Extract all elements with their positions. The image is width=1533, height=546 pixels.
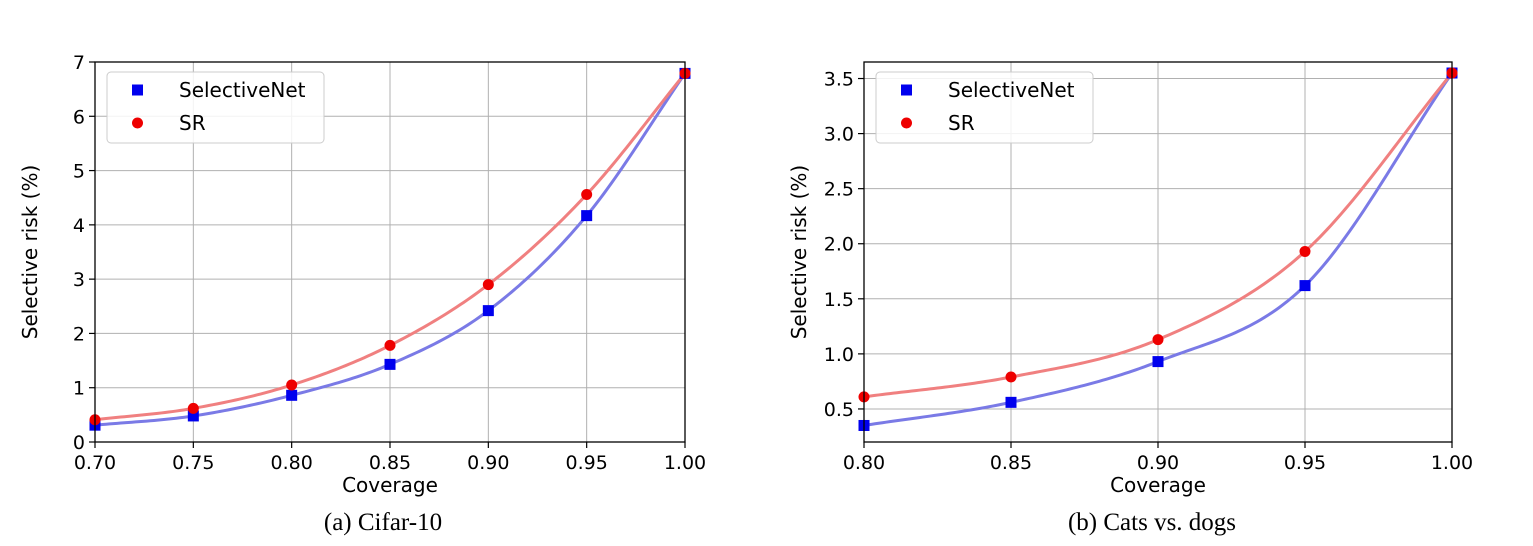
point-selectivenet xyxy=(1005,396,1017,408)
x-tick-label: 0.75 xyxy=(172,452,214,474)
x-tick-label: 0.80 xyxy=(843,452,885,474)
point-sr xyxy=(187,402,199,414)
x-tick-label: 0.90 xyxy=(467,452,509,474)
x-tick-label: 0.90 xyxy=(1137,452,1179,474)
y-tick-label: 4 xyxy=(73,215,85,237)
x-tick-label: 0.80 xyxy=(271,452,313,474)
legend-marker-selectivenet xyxy=(901,84,912,96)
point-selectivenet xyxy=(1299,280,1311,292)
legend-label: SR xyxy=(179,111,206,135)
legend-label: SR xyxy=(948,111,975,135)
y-axis-label: Selective risk (%) xyxy=(18,165,42,340)
x-axis-label: Coverage xyxy=(1110,473,1206,497)
y-tick-label: 1.0 xyxy=(824,344,854,366)
x-tick-label: 0.70 xyxy=(74,452,116,474)
y-tick-label: 6 xyxy=(73,106,85,128)
y-tick-label: 2.5 xyxy=(824,179,854,201)
chart-b: 0.80 0.85 0.90 0.95 1.00 0.5 1.0 1.5 2.0 2.5 3.0 3.… xyxy=(787,61,1473,536)
legend: SelectiveNet SR xyxy=(106,71,325,144)
point-sr xyxy=(384,339,396,351)
y-tick-label: 1.5 xyxy=(824,289,854,311)
legend-marker-selectivenet xyxy=(132,84,143,96)
point-sr xyxy=(581,188,593,200)
point-sr xyxy=(1152,334,1164,346)
point-selectivenet xyxy=(1152,356,1164,368)
y-tick-label: 0 xyxy=(73,432,85,454)
point-selectivenet xyxy=(187,410,199,422)
legend-box xyxy=(106,71,325,144)
x-tick-label: 0.95 xyxy=(1284,452,1326,474)
figure-caption: (a) Cifar-10 xyxy=(324,509,442,536)
y-tick-label: 3.5 xyxy=(824,69,854,91)
legend: SelectiveNet SR xyxy=(875,71,1094,144)
y-tick-label: 0.5 xyxy=(824,399,854,421)
x-tick-label: 0.85 xyxy=(990,452,1032,474)
x-axis-label: Coverage xyxy=(342,473,438,497)
x-tick-label: 0.95 xyxy=(566,452,608,474)
chart-a: 0.70 0.75 0.80 0.85 0.90 0.95 1.00 0 1 2 3 4 5 6 7 Cove… xyxy=(18,52,706,536)
point-sr xyxy=(1299,245,1311,257)
y-axis-label: Selective risk (%) xyxy=(787,165,811,340)
point-selectivenet xyxy=(581,210,593,222)
y-tick-label: 2 xyxy=(73,323,85,345)
y-tick-label: 3 xyxy=(73,269,85,291)
y-tick-label: 7 xyxy=(73,52,85,74)
x-tick-label: 0.85 xyxy=(369,452,411,474)
point-selectivenet xyxy=(286,389,298,401)
point-sr xyxy=(1005,371,1017,383)
legend-label: SelectiveNet xyxy=(948,78,1075,102)
y-tick-label: 5 xyxy=(73,161,85,183)
x-tick-label: 1.00 xyxy=(664,452,706,474)
point-selectivenet xyxy=(482,305,494,317)
point-sr xyxy=(286,379,298,391)
y-tick-label: 1 xyxy=(73,378,85,400)
legend-box xyxy=(875,71,1094,144)
y-tick-label: 3.0 xyxy=(824,124,854,146)
y-tick-label: 2.0 xyxy=(824,234,854,256)
legend-marker-sr xyxy=(132,117,143,129)
x-tick-label: 1.00 xyxy=(1431,452,1473,474)
point-selectivenet xyxy=(384,358,396,370)
legend-label: SelectiveNet xyxy=(179,78,306,102)
legend-marker-sr xyxy=(901,117,912,129)
figure-caption: (b) Cats vs. dogs xyxy=(1068,509,1236,536)
point-sr xyxy=(482,279,494,291)
